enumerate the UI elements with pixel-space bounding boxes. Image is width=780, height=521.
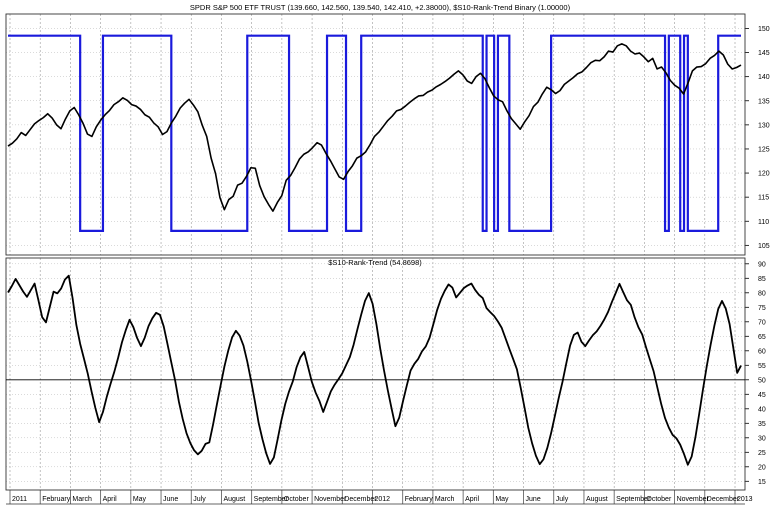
- y-tick-label-top: 120: [758, 171, 770, 178]
- binary-trend-line: [8, 34, 741, 232]
- y-tick-label-bottom: 85: [758, 276, 766, 283]
- y-tick-label-top: 145: [758, 50, 770, 57]
- y-tick-label-top: 105: [758, 243, 770, 250]
- y-tick-label-bottom: 90: [758, 261, 766, 268]
- rank-trend-line: [7, 274, 742, 466]
- y-tick-label-bottom: 65: [758, 334, 766, 341]
- y-tick-label-bottom: 35: [758, 421, 766, 428]
- y-tick-label-bottom: 75: [758, 305, 766, 312]
- y-tick-label-bottom: 80: [758, 290, 766, 297]
- x-tick-label: June: [163, 496, 178, 503]
- x-tick-label: September: [254, 496, 289, 503]
- x-tick-label: November: [314, 496, 347, 503]
- price-line: [7, 43, 742, 212]
- x-tick-label: May: [495, 496, 509, 503]
- y-tick-label-bottom: 55: [758, 363, 766, 370]
- x-tick-label: July: [193, 496, 206, 503]
- y-tick-label-bottom: 25: [758, 450, 766, 457]
- x-tick-label: 2011: [12, 496, 27, 503]
- bottom-panel-frame: [5, 257, 746, 491]
- x-tick-label: 2013: [737, 496, 753, 503]
- x-tick-label: August: [223, 496, 245, 503]
- top-panel-frame: [5, 13, 746, 256]
- y-tick-label-top: 150: [758, 26, 770, 33]
- y-tick-label-bottom: 30: [758, 435, 766, 442]
- y-tick-label-bottom: 50: [758, 377, 766, 384]
- x-tick-label: March: [72, 496, 92, 503]
- x-tick-label: June: [526, 496, 541, 503]
- y-tick-label-bottom: 60: [758, 348, 766, 355]
- y-tick-label-bottom: 20: [758, 464, 766, 471]
- x-tick-label: July: [556, 496, 569, 503]
- y-tick-label-top: 135: [758, 98, 770, 105]
- y-tick-label-top: 140: [758, 74, 770, 81]
- y-tick-label-top: 115: [758, 195, 769, 202]
- top-chart-title: SPDR S&P 500 ETF TRUST (139.660, 142.560…: [190, 3, 571, 12]
- x-tick-label: 2012: [375, 496, 391, 503]
- y-tick-label-bottom: 70: [758, 319, 766, 326]
- bottom-chart-title: $S10-Rank-Trend (54.8698): [328, 258, 422, 267]
- x-tick-label: December: [344, 496, 377, 503]
- y-tick-label-bottom: 15: [758, 479, 766, 486]
- x-tick-label: April: [103, 496, 117, 503]
- grid-layer: [6, 14, 749, 504]
- x-tick-label: October: [284, 496, 310, 503]
- data-layer: [6, 34, 745, 466]
- frame-layer: [5, 13, 746, 505]
- y-tick-label-bottom: 45: [758, 392, 766, 399]
- y-tick-label-top: 110: [758, 219, 769, 226]
- y-tick-label-top: 130: [758, 122, 770, 129]
- x-tick-label: November: [677, 496, 710, 503]
- x-tick-label: February: [405, 496, 434, 503]
- y-tick-label-bottom: 40: [758, 406, 766, 413]
- y-tick-label-top: 125: [758, 146, 770, 153]
- x-tick-label: February: [42, 496, 71, 503]
- text-layer: SPDR S&P 500 ETF TRUST (139.660, 142.560…: [12, 3, 770, 503]
- x-tick-label: October: [646, 496, 672, 503]
- x-tick-label: December: [707, 496, 740, 503]
- x-tick-label: May: [133, 496, 147, 503]
- x-tick-label: September: [616, 496, 651, 503]
- x-tick-label: March: [435, 496, 455, 503]
- x-tick-label: August: [586, 496, 608, 503]
- x-tick-label: April: [465, 496, 479, 503]
